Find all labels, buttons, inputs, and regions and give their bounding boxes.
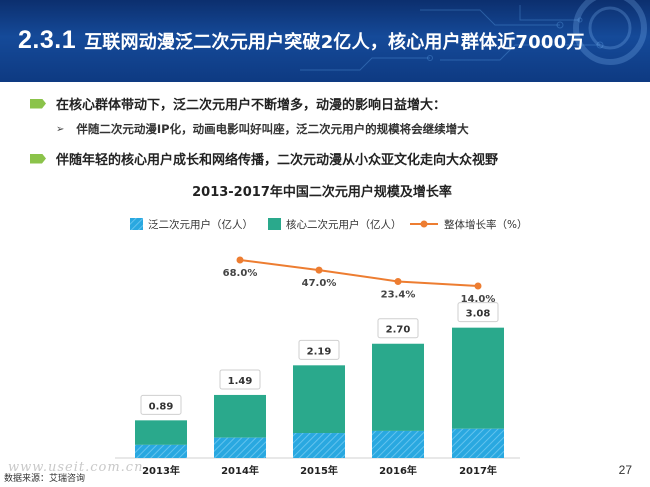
category-label-2: 2015年 — [300, 464, 338, 477]
legend-label-rate: 整体增长率（%） — [444, 218, 527, 231]
bar-core-1 — [214, 394, 266, 438]
bullet-2: 伴随年轻的核心用户成长和网络传播，二次元动漫从小众亚文化走向大众视野 — [30, 149, 498, 168]
bar-value-box-3 — [377, 318, 419, 339]
growth-rate-point-3 — [394, 277, 402, 285]
bar-value-box-0 — [140, 394, 182, 415]
category-label-3: 2016年 — [379, 464, 417, 477]
watermark: www.useit.com.cn — [8, 460, 144, 475]
growth-rate-label-3: 23.4% — [381, 289, 416, 300]
bullet-text: 伴随年轻的核心用户成长和网络传播，二次元动漫从小众亚文化走向大众视野 — [56, 153, 499, 168]
bullet-tag-icon — [30, 153, 46, 164]
bar-core-4 — [452, 327, 504, 429]
bullet-1: 在核心群体带动下，泛二次元用户不断增多，动漫的影响日益增大： — [30, 94, 446, 113]
bar-core-0 — [135, 420, 187, 445]
arrow-bullet-icon: ➢ — [56, 123, 65, 135]
bar-value-label-1: 1.49 — [228, 376, 253, 387]
page-title: 互联网动漫泛二次元用户突破2亿人，核心用户群体近7000万 — [84, 32, 585, 53]
growth-rate-line — [239, 259, 479, 287]
bar-fan-3 — [372, 430, 424, 458]
category-label-0: 2013年 — [142, 464, 180, 477]
bar-core-3 — [372, 343, 424, 431]
data-source: 数据来源：艾瑞咨询 — [4, 474, 86, 484]
legend-swatch-core — [268, 218, 281, 230]
chart-legend: 泛二次元用户（亿人） 核心二次元用户（亿人） 整体增长率（%） — [130, 218, 527, 231]
bar-fan-1 — [214, 437, 266, 458]
bar-value-box-4 — [457, 302, 499, 323]
sub-bullet: ➢ 伴随二次元动漫IP化，动画电影叫好叫座，泛二次元用户的规模将会继续增大 — [56, 121, 469, 137]
growth-rate-label-4: 14.0% — [461, 294, 496, 305]
growth-rate-point-2 — [315, 266, 323, 274]
growth-rate-point-1 — [236, 256, 244, 264]
growth-rate-label-2: 47.0% — [302, 278, 337, 289]
bar-value-label-0: 0.89 — [149, 401, 174, 412]
bar-fan-2 — [293, 433, 345, 458]
chart-title: 2013-2017年中国二次元用户规模及增长率 — [192, 184, 452, 200]
bullet-tag-icon — [30, 98, 46, 109]
bar-core-2 — [293, 365, 345, 434]
legend-label-fan: 泛二次元用户（亿人） — [148, 218, 253, 231]
section-number: 2.3.1 — [18, 26, 77, 54]
legend-marker-rate — [420, 220, 428, 228]
bar-fan-4 — [452, 428, 504, 458]
bar-value-label-3: 2.70 — [386, 325, 411, 336]
category-label-1: 2014年 — [221, 464, 259, 477]
header-banner: 2.3.1 互联网动漫泛二次元用户突破2亿人，核心用户群体近7000万 — [0, 0, 650, 82]
bullet-text: 在核心群体带动下，泛二次元用户不断增多，动漫的影响日益增大： — [56, 98, 447, 113]
tech-circuit-decoration — [300, 0, 647, 71]
bar-value-box-2 — [298, 339, 340, 360]
bar-value-label-4: 3.08 — [466, 309, 491, 320]
legend-label-core: 核心二次元用户（亿人） — [286, 218, 402, 231]
sub-bullet-text: 伴随二次元动漫IP化，动画电影叫好叫座，泛二次元用户的规模将会继续增大 — [76, 122, 469, 136]
growth-rate-point-4 — [474, 282, 482, 290]
bar-value-label-2: 2.19 — [307, 346, 332, 357]
bar-value-box-1 — [219, 369, 261, 390]
legend-swatch-fan — [130, 218, 143, 230]
growth-rate-label-1: 68.0% — [223, 268, 258, 279]
category-label-4: 2017年 — [459, 464, 497, 477]
slide-content: 在核心群体带动下，泛二次元用户不断增多，动漫的影响日益增大： ➢ 伴随二次元动漫… — [0, 82, 650, 487]
bar-fan-0 — [135, 444, 187, 458]
page-number: 27 — [618, 463, 632, 477]
